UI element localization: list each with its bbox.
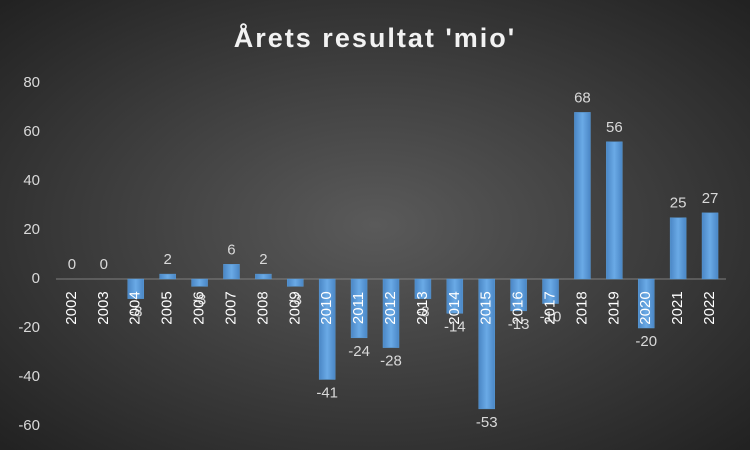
bar: [701, 212, 719, 280]
x-tick-label: 2011: [350, 292, 367, 324]
bar: [350, 278, 368, 339]
x-tick-label: 2017: [541, 291, 558, 324]
y-tick-label: 40: [23, 172, 40, 189]
x-tick-label: 2010: [318, 291, 335, 324]
bar: [478, 278, 495, 410]
x-tick-label: 2007: [222, 291, 239, 324]
value-label: -28: [380, 353, 402, 370]
value-label: 27: [702, 190, 719, 207]
y-tick-label: 60: [23, 123, 40, 140]
bar: [287, 278, 304, 287]
value-label: 68: [574, 89, 591, 106]
value-label: -24: [348, 343, 370, 360]
value-label: 6: [227, 241, 235, 258]
value-label: -53: [476, 414, 498, 431]
x-tick-label: 2006: [191, 291, 208, 324]
value-label: -41: [316, 384, 338, 401]
x-tick-label: 2005: [159, 291, 176, 324]
value-label: 56: [606, 119, 623, 136]
x-tick-label: 2022: [701, 291, 718, 324]
value-label: 25: [670, 195, 687, 212]
x-tick-label: 2016: [510, 291, 527, 324]
bar: [223, 264, 240, 280]
bar: [637, 278, 655, 329]
x-tick-label: 2004: [127, 291, 144, 324]
bar: [669, 217, 687, 280]
x-tick-label: 2019: [605, 291, 622, 324]
x-tick-label: 2012: [382, 291, 399, 324]
bar: [510, 278, 527, 312]
x-tick-label: 2014: [446, 291, 463, 324]
x-tick-label: 2020: [637, 291, 654, 324]
bar: [446, 278, 464, 314]
value-label: -20: [635, 333, 657, 350]
value-label: 2: [259, 251, 267, 268]
y-tick-label: -40: [18, 368, 40, 385]
value-label: -8: [416, 304, 429, 321]
bar: [574, 112, 591, 280]
y-tick-label: 80: [23, 74, 40, 91]
x-tick-label: 2013: [414, 291, 431, 324]
bar: [606, 141, 623, 280]
value-label: 2: [163, 251, 171, 268]
value-label: -13: [508, 316, 530, 333]
value-label: -10: [540, 308, 562, 325]
bar: [127, 278, 145, 299]
y-tick-label: -20: [18, 319, 40, 336]
value-label: 0: [100, 256, 108, 273]
value-label: -14: [444, 318, 466, 335]
value-label: -3: [193, 291, 206, 308]
y-tick-label: 20: [23, 221, 40, 238]
x-tick-label: 2009: [286, 291, 303, 324]
bar: [542, 278, 559, 304]
bar: [414, 278, 432, 299]
bar: [191, 278, 208, 287]
value-label: -8: [129, 304, 142, 321]
x-tick-label: 2008: [254, 291, 271, 324]
x-tick-label: 2002: [63, 291, 80, 324]
value-label: 0: [68, 256, 76, 273]
bar: [382, 278, 400, 348]
y-tick-label: 0: [32, 270, 40, 287]
chart-title: Årets resultat 'mio': [234, 22, 516, 53]
x-tick-label: 2015: [478, 291, 495, 324]
bar: [318, 278, 336, 380]
bar: [159, 273, 176, 280]
value-label: -3: [289, 291, 302, 308]
y-tick-label: -60: [18, 417, 40, 434]
x-tick-label: 2003: [95, 291, 112, 324]
x-tick-label: 2018: [573, 291, 590, 324]
bar: [255, 273, 272, 280]
x-tick-label: 2021: [669, 291, 686, 324]
